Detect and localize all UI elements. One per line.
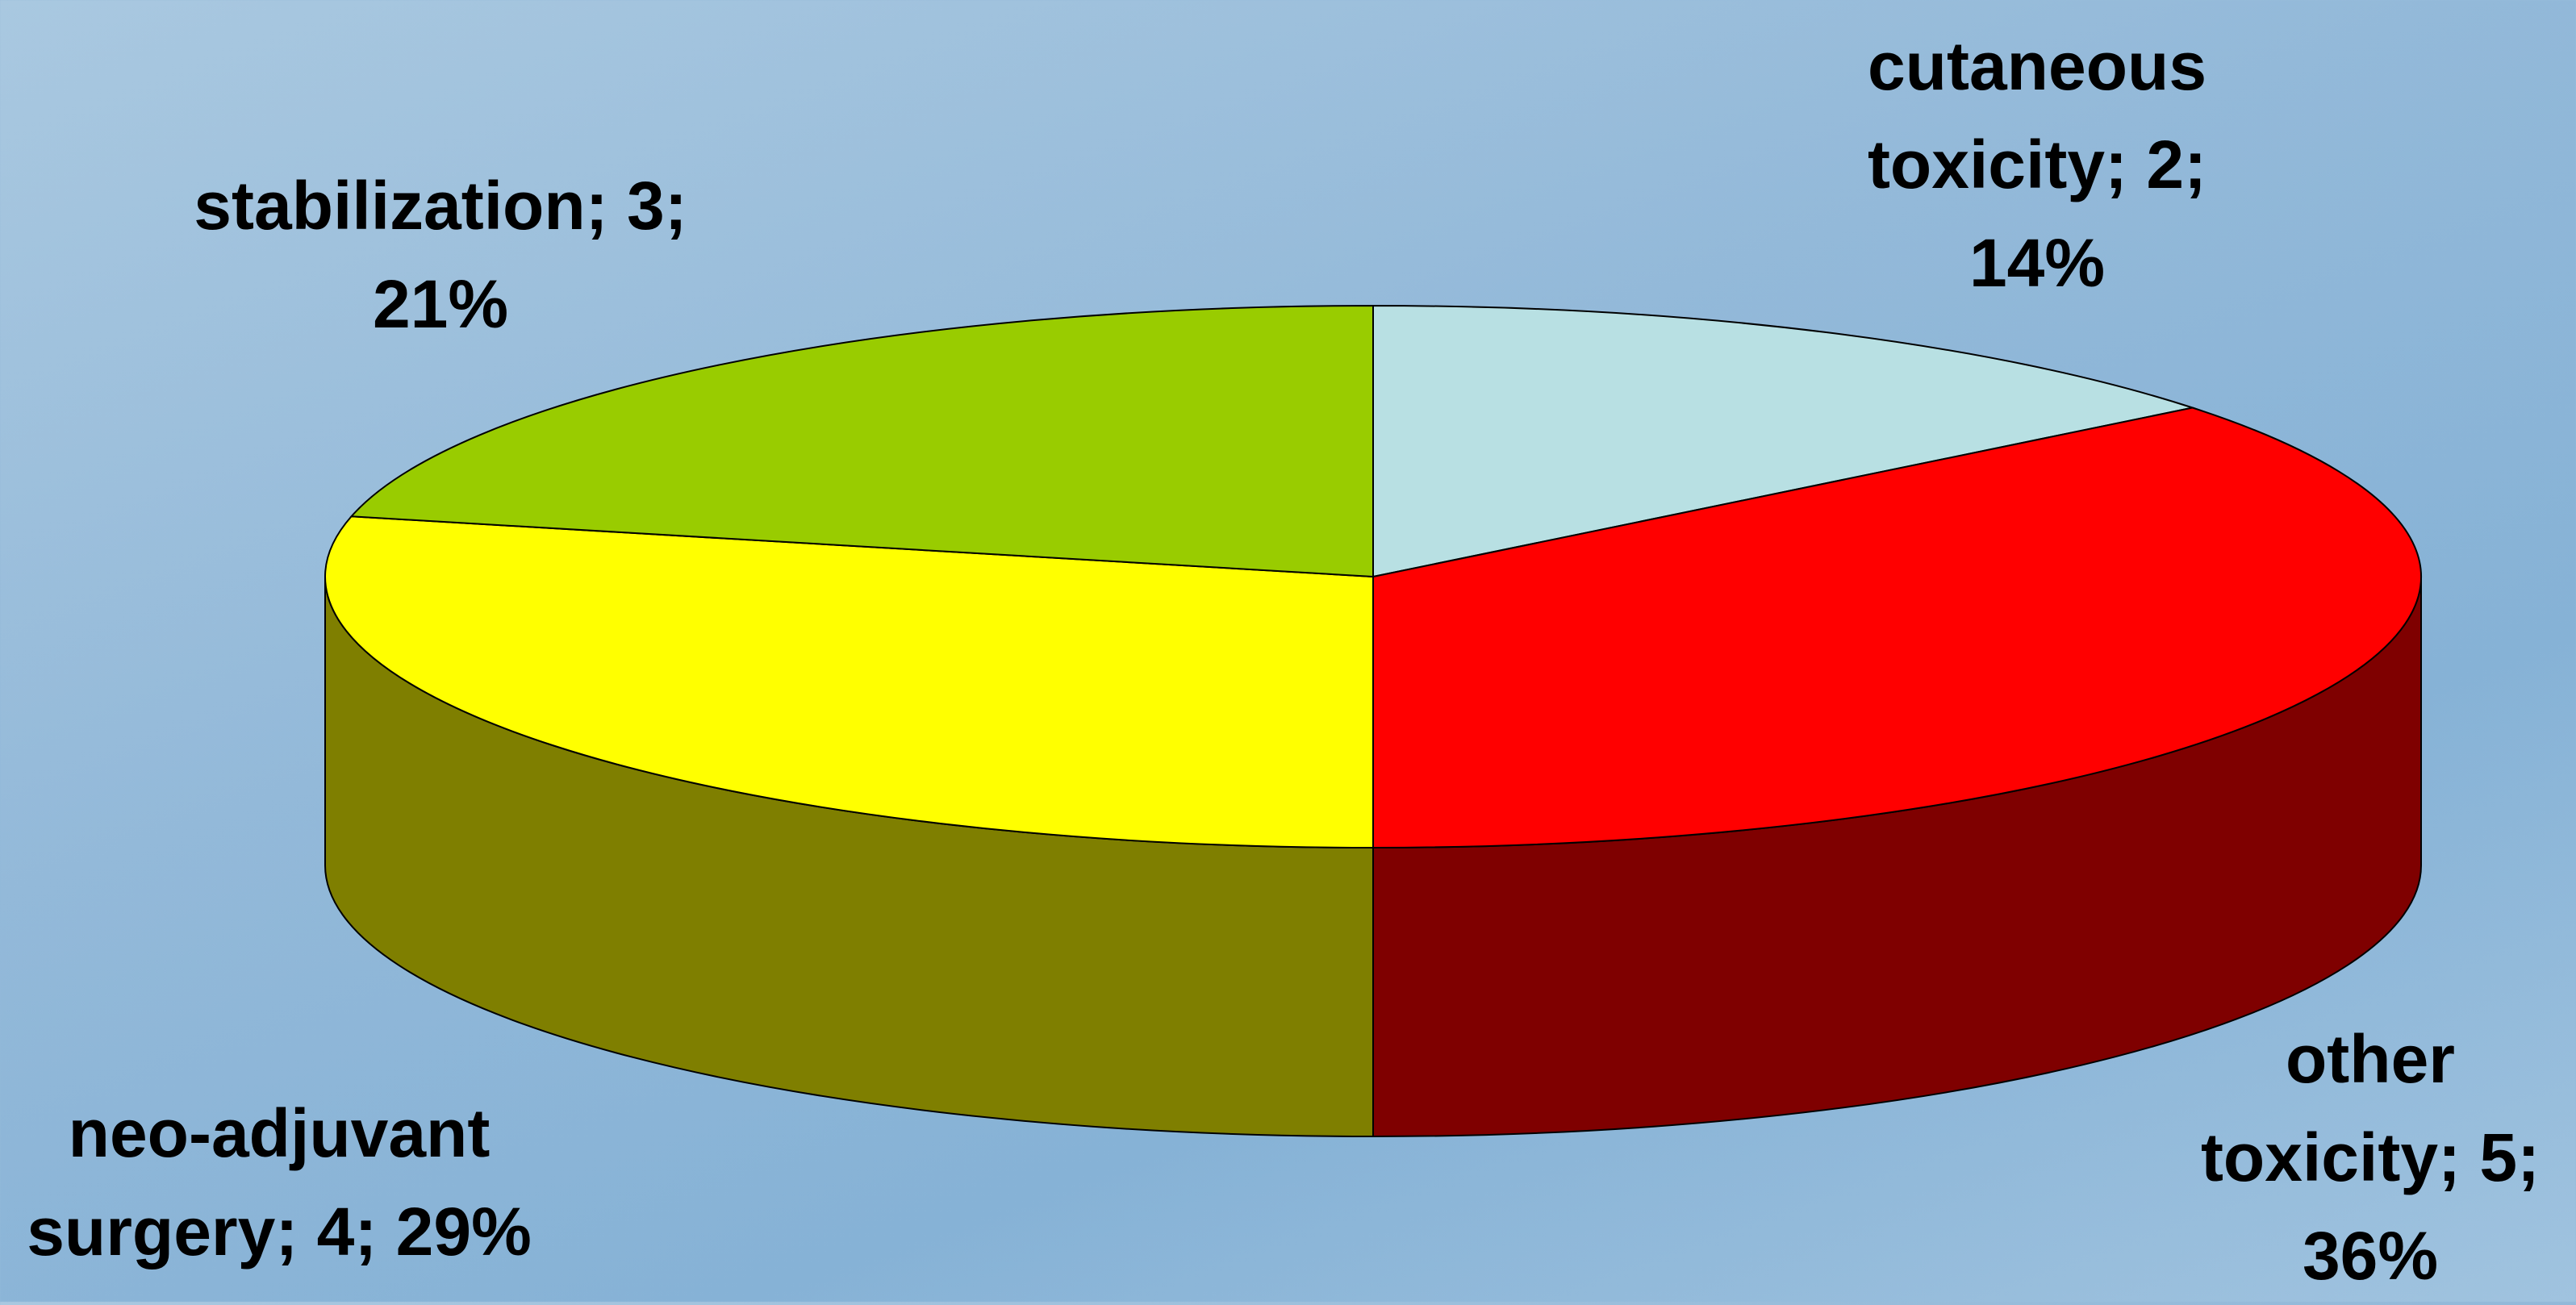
slice bbox=[324, 515, 1374, 849]
data-label: cutaneous toxicity; 2; 14% bbox=[1867, 28, 2207, 301]
data-label: stabilization; 3; 21% bbox=[194, 168, 687, 342]
slice bbox=[1372, 304, 2196, 578]
slice bbox=[1372, 407, 2422, 849]
data-label: other toxicity; 5; 36% bbox=[2200, 1021, 2541, 1294]
slice bbox=[349, 304, 1374, 578]
data-label: neo-adjuvant surgery; 4; 29% bbox=[27, 1095, 532, 1270]
